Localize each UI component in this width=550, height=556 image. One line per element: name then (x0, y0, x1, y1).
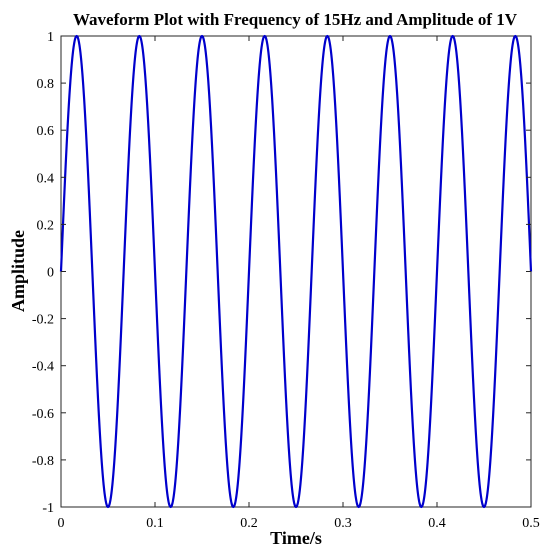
y-tick-label: -0.8 (32, 454, 54, 469)
x-tick-label: 0.2 (240, 516, 258, 531)
y-tick-label: -0.2 (32, 313, 54, 328)
x-axis-label: Time/s (270, 528, 322, 548)
y-tick-label: 0.4 (37, 171, 55, 186)
waveform-line (59, 34, 533, 509)
y-tick-label: -1 (42, 501, 54, 516)
x-tick-label: 0.4 (428, 516, 446, 531)
plot-area (59, 34, 533, 509)
x-tick-label: 0 (58, 516, 65, 531)
y-axis-label: Amplitude (8, 230, 28, 312)
y-axis: -1 -0.8 -0.6 -0.4 -0.2 0 0.2 0.4 0.6 0.8 1 (32, 30, 531, 516)
y-tick-label: -0.6 (32, 407, 54, 422)
x-tick-label: 0.1 (146, 516, 164, 531)
x-tick-label: 0.3 (334, 516, 352, 531)
x-axis: 0 0.1 0.2 0.3 0.4 0.5 (58, 36, 540, 531)
chart-title: Waveform Plot with Frequency of 15Hz and… (73, 10, 518, 29)
y-tick-label: 0.8 (37, 77, 55, 92)
y-tick-label: 0.6 (37, 124, 55, 139)
y-tick-label: 0.2 (37, 218, 55, 233)
y-tick-label: -0.4 (32, 360, 54, 375)
y-tick-label: 1 (47, 30, 54, 45)
x-tick-label: 0.5 (522, 516, 540, 531)
y-tick-label: 0 (47, 266, 54, 281)
